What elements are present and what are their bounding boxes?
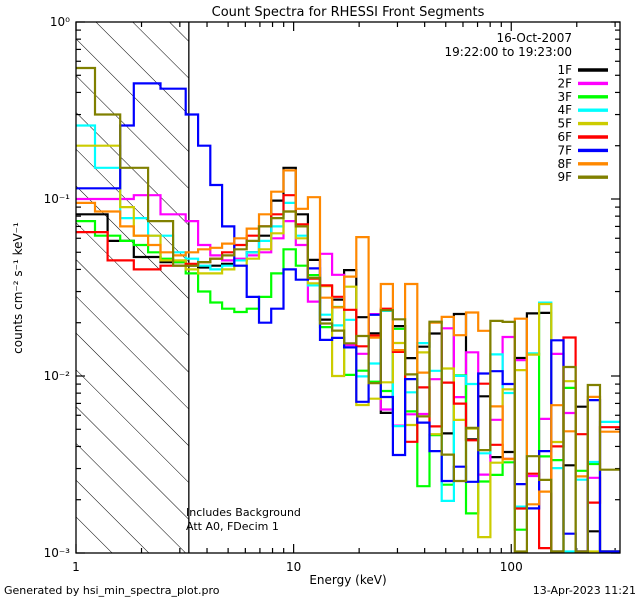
annotation-attenuator-state: Att A0, FDecim 1: [186, 520, 279, 533]
y-tick-label: 10⁻¹: [44, 192, 71, 206]
legend-label-8f: 8F: [557, 157, 572, 171]
x-axis-label: Energy (keV): [309, 573, 386, 587]
legend-label-3f: 3F: [557, 90, 572, 104]
legend-label-4f: 4F: [557, 103, 572, 117]
excluded-energy-band: [76, 22, 190, 553]
spectrum-curve-9f: [76, 66, 620, 553]
y-tick-label: 10⁻²: [44, 369, 71, 383]
legend-label-5f: 5F: [557, 117, 572, 131]
spectrum-curve-3f: [76, 220, 620, 553]
x-tick-label: 10: [286, 560, 301, 574]
observation-date: 16-Oct-2007: [496, 31, 572, 45]
plot-frame: [75, 21, 621, 554]
legend-label-9f: 9F: [557, 170, 572, 184]
y-axis-ticks: 10⁰ 10⁻¹ 10⁻² 10⁻³: [44, 15, 620, 560]
y-axis-label: counts cm⁻² s⁻¹ keV⁻¹: [11, 222, 25, 354]
spectra-curves: [76, 66, 620, 553]
legend-label-1f: 1F: [557, 63, 572, 77]
y-tick-label: 10⁻³: [44, 546, 71, 560]
x-tick-label: 1: [72, 560, 80, 574]
legend-label-7f: 7F: [557, 143, 572, 157]
y-tick-label: 10⁰: [50, 15, 70, 29]
annotation-includes-background: Includes Background: [186, 506, 301, 519]
observation-time-range: 19:22:00 to 19:23:00: [445, 45, 572, 59]
legend-label-2f: 2F: [557, 76, 572, 90]
chart-title: Count Spectra for RHESSI Front Segments: [212, 5, 485, 20]
footer-generator: Generated by hsi_min_spectra_plot.pro: [4, 584, 220, 597]
footer-timestamp: 13-Apr-2023 11:21: [533, 584, 636, 597]
spectrum-curve-8f: [76, 169, 620, 506]
x-tick-label: 100: [500, 560, 523, 574]
legend-label-6f: 6F: [557, 130, 572, 144]
